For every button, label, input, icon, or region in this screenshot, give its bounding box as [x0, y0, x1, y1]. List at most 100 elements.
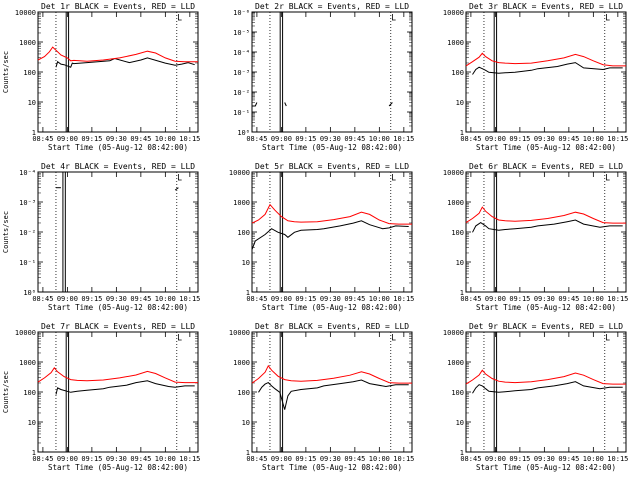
x-tick-label: 08:45: [32, 295, 53, 303]
y-tick-label: 10: [28, 419, 36, 427]
x-tick-label: 09:30: [106, 455, 127, 463]
x-tick-label: 10:00: [155, 455, 176, 463]
y-tick-label: 10⁻⁵: [233, 29, 250, 37]
series-events: [174, 187, 179, 191]
plot-frame: [465, 171, 627, 293]
x-tick-label: 09:00: [485, 295, 506, 303]
y-tick-label: 1000: [233, 199, 250, 207]
x-tick-label: 10:15: [607, 455, 628, 463]
y-tick-label: 10⁻¹: [19, 259, 36, 267]
x-axis-label: Start Time (05-Aug-12 08:42:00): [476, 463, 616, 472]
x-tick-label: 08:45: [246, 135, 267, 143]
x-tick-label: 09:15: [509, 295, 530, 303]
y-tick-label: 100: [451, 229, 464, 237]
panel-title: Det 5r BLACK = Events, RED = LLD: [255, 162, 409, 171]
x-tick-label: 09:00: [57, 135, 78, 143]
x-tick-label: 10:15: [179, 295, 200, 303]
x-tick-label: 10:15: [393, 135, 414, 143]
x-tick-label: 08:45: [460, 295, 481, 303]
y-axis-label: Counts/sec: [2, 211, 10, 253]
series-events: [55, 380, 195, 395]
y-tick-label: 1: [32, 449, 36, 457]
x-axis-label: Start Time (05-Aug-12 08:42:00): [476, 303, 616, 312]
y-axis-label: Counts/sec: [2, 51, 10, 93]
x-tick-label: 09:45: [344, 135, 365, 143]
plot-frame: [251, 331, 413, 453]
x-tick-label: 09:00: [271, 295, 292, 303]
y-tick-label: 10⁻⁴: [233, 49, 250, 57]
x-tick-label: 09:45: [344, 295, 365, 303]
y-tick-label: 1: [460, 129, 464, 137]
series-events: [388, 102, 393, 107]
series-events: [251, 220, 409, 250]
panel-5: Det 5r BLACK = Events, RED = LLD 1 10 100 10…: [229, 162, 414, 312]
y-tick-label: 100: [451, 69, 464, 77]
corner-mark: [178, 174, 182, 181]
y-tick-label: 1000: [447, 199, 464, 207]
corner-mark: [606, 14, 610, 21]
y-tick-label: 1000: [447, 39, 464, 47]
y-tick-label: 10000: [15, 329, 36, 337]
x-tick-label: 09:30: [106, 135, 127, 143]
x-tick-label: 09:30: [534, 455, 555, 463]
x-tick-label: 10:15: [393, 455, 414, 463]
y-tick-label: 10: [242, 259, 250, 267]
x-tick-label: 08:45: [460, 135, 481, 143]
y-tick-label: 1000: [447, 359, 464, 367]
y-tick-label: 1000: [19, 359, 36, 367]
panel-title: Det 3r BLACK = Events, RED = LLD: [469, 2, 623, 11]
x-tick-label: 10:00: [155, 295, 176, 303]
y-tick-label: 10000: [15, 9, 36, 17]
x-tick-label: 09:15: [295, 455, 316, 463]
x-tick-label: 08:45: [32, 135, 53, 143]
panel-9: Det 9r BLACK = Events, RED = LLD 1 10 100 10…: [443, 322, 628, 472]
x-tick-label: 10:15: [393, 295, 414, 303]
corner-mark: [392, 14, 396, 21]
plot-frame: [37, 331, 199, 453]
series-lld: [251, 364, 412, 384]
plot-frame: [251, 11, 413, 133]
y-tick-label: 10: [456, 419, 464, 427]
x-tick-label: 09:45: [558, 135, 579, 143]
y-tick-label: 10000: [443, 329, 464, 337]
x-tick-label: 08:45: [246, 455, 267, 463]
x-tick-label: 09:30: [320, 295, 341, 303]
y-tick-label: 10⁻²: [233, 89, 250, 97]
x-tick-label: 10:00: [155, 135, 176, 143]
x-tick-label: 09:15: [509, 455, 530, 463]
corner-mark: [392, 174, 396, 181]
series-lld: [465, 206, 626, 224]
x-tick-label: 09:30: [534, 135, 555, 143]
x-tick-label: 09:15: [81, 455, 102, 463]
x-tick-label: 09:45: [130, 295, 151, 303]
panel-2: Det 2r BLACK = Events, RED = LLD 10⁰ 10⁻¹ 1…: [233, 2, 414, 152]
y-tick-label: 10⁻³: [19, 199, 36, 207]
x-tick-label: 10:00: [583, 135, 604, 143]
x-tick-label: 09:00: [57, 455, 78, 463]
corner-mark: [606, 174, 610, 181]
series-events: [284, 102, 287, 107]
y-tick-label: 100: [451, 389, 464, 397]
x-axis-label: Start Time (05-Aug-12 08:42:00): [262, 463, 402, 472]
y-tick-label: 10⁻¹: [233, 109, 250, 117]
x-axis-label: Start Time (05-Aug-12 08:42:00): [48, 463, 188, 472]
series-lld: [465, 52, 626, 67]
x-tick-label: 09:30: [320, 455, 341, 463]
x-axis-label: Start Time (05-Aug-12 08:42:00): [262, 143, 402, 152]
panel-title: Det 7r BLACK = Events, RED = LLD: [41, 322, 195, 331]
x-tick-label: 09:15: [295, 135, 316, 143]
x-tick-label: 09:30: [320, 135, 341, 143]
x-tick-label: 10:00: [369, 135, 390, 143]
x-tick-label: 09:45: [558, 455, 579, 463]
x-tick-label: 09:30: [534, 295, 555, 303]
x-tick-label: 10:00: [583, 295, 604, 303]
plot-frame: [37, 171, 199, 293]
y-tick-label: 10⁻²: [19, 229, 36, 237]
x-tick-label: 10:15: [179, 135, 200, 143]
x-tick-label: 09:00: [271, 455, 292, 463]
plot-frame: [37, 11, 199, 133]
series-lld: [465, 369, 626, 385]
x-tick-label: 09:15: [81, 135, 102, 143]
x-tick-label: 09:00: [485, 135, 506, 143]
